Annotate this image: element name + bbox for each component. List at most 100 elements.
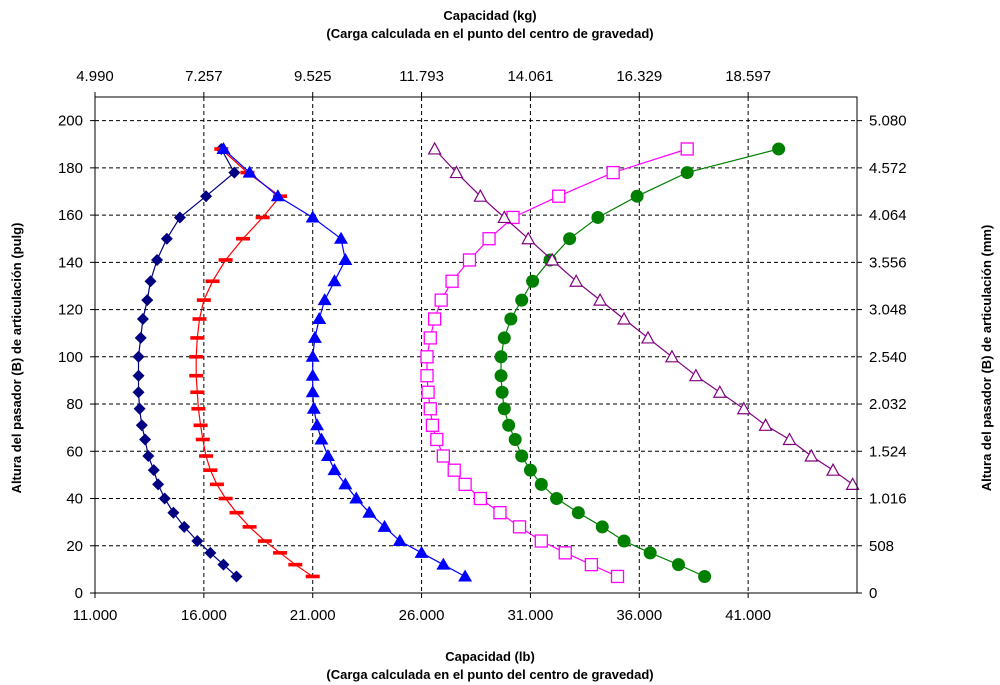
bottom-tick-label: 31.000 <box>507 607 553 624</box>
bottom-tick-label: 21.000 <box>290 607 336 624</box>
square-point <box>680 142 694 156</box>
circle-point <box>508 432 522 446</box>
bottom-tick-label: 11.000 <box>73 607 118 624</box>
triangle-point <box>338 477 353 490</box>
circle-point <box>526 274 540 288</box>
triangle-point <box>338 252 353 265</box>
dash-point <box>218 496 233 501</box>
square-point <box>425 418 440 432</box>
top-tick-label: 9.525 <box>294 68 332 85</box>
circle-point <box>698 569 712 583</box>
left-tick-label: 100 <box>58 349 83 366</box>
left-axis-title: Altura del pasador (B) de articulación (… <box>9 223 24 494</box>
series-line <box>500 148 779 578</box>
series-triangle-open <box>427 141 860 490</box>
triangle-point <box>327 274 342 287</box>
diamond-point <box>191 535 204 548</box>
triangle-point <box>306 401 321 414</box>
top-tick-label: 16.329 <box>616 68 662 85</box>
bottom-tick-label: 36.000 <box>616 607 662 624</box>
open-triangle-point <box>427 141 442 155</box>
square-point <box>423 402 437 416</box>
gridlines <box>95 97 857 593</box>
circle-point <box>502 418 516 432</box>
triangle-point <box>307 330 322 343</box>
series-triangle <box>216 141 473 582</box>
circle-point <box>571 506 585 520</box>
dash-point <box>209 482 224 487</box>
open-triangle-point <box>545 252 560 266</box>
right-tick-label: 1.524 <box>869 443 907 460</box>
circle-point <box>630 189 644 203</box>
right-tick-label: 5.080 <box>869 113 907 130</box>
diamond-point <box>135 419 148 432</box>
square-point <box>473 491 488 506</box>
bottom-tick-label: 41.000 <box>725 607 771 624</box>
triangle-point <box>349 491 364 504</box>
diamond-point <box>133 402 146 415</box>
triangle-point <box>242 165 257 178</box>
triangle-point <box>305 368 320 381</box>
triangle-point <box>414 545 429 558</box>
diamond-point <box>167 506 180 519</box>
diamond-point <box>142 450 155 463</box>
open-triangle-point <box>712 384 727 398</box>
open-triangle-point <box>758 418 773 431</box>
circle-point <box>523 463 537 477</box>
diamond-point <box>134 331 147 344</box>
dash-point <box>203 468 218 472</box>
square-point <box>445 274 459 288</box>
square-point <box>462 253 477 267</box>
circle-point <box>643 546 657 560</box>
dash-point <box>190 390 205 395</box>
open-triangle-point <box>664 349 679 363</box>
circle-point <box>515 449 529 463</box>
square-point <box>482 232 496 246</box>
open-triangle-point <box>593 292 608 306</box>
circle-point <box>563 232 577 246</box>
series-line <box>195 148 314 577</box>
square-point <box>493 506 507 520</box>
square-point <box>436 449 450 463</box>
plot-frame <box>94 96 858 594</box>
left-tick-label: 0 <box>75 585 83 602</box>
axis-ticks: 11.000 16.000 21.000 26.000 31.000 36.000 41.0… <box>58 68 907 624</box>
circle-point <box>534 477 548 491</box>
square-point <box>421 385 435 399</box>
dash-point <box>189 373 204 378</box>
square-point <box>552 189 566 203</box>
bottom-tick-label: 16.000 <box>181 607 227 624</box>
right-tick-label: 4.064 <box>869 207 907 224</box>
left-tick-label: 60 <box>66 443 83 460</box>
diamond-point <box>230 570 243 583</box>
top-tick-label: 4.990 <box>76 68 114 85</box>
diamond-point <box>147 464 160 477</box>
dash-point <box>199 454 214 458</box>
series-line <box>426 148 688 578</box>
triangle-point <box>362 505 377 518</box>
left-tick-label: 200 <box>58 113 83 130</box>
triangle-point <box>320 449 335 462</box>
right-tick-label: 1.016 <box>869 491 907 508</box>
left-tick-label: 80 <box>66 396 83 413</box>
diamond-point <box>178 520 191 533</box>
top-tick-label: 11.793 <box>399 68 444 85</box>
open-triangle-point <box>569 273 584 287</box>
diamond-point <box>141 294 154 307</box>
left-tick-label: 120 <box>58 302 83 319</box>
series-line <box>137 148 237 577</box>
left-tick-label: 20 <box>66 538 83 555</box>
diamond-point <box>217 558 230 571</box>
circle-point <box>680 166 694 180</box>
diamond-point <box>132 386 145 399</box>
right-tick-label: 2.032 <box>869 396 907 413</box>
open-triangle-point <box>449 165 464 179</box>
triangle-point <box>305 349 320 362</box>
dash-point <box>229 510 244 515</box>
open-triangle-point <box>804 448 819 462</box>
dash-point <box>192 317 207 321</box>
circle-point <box>515 293 529 307</box>
bottom-axis-title-line2: (Carga calculada en el punto del centro … <box>326 667 653 682</box>
dash-point <box>191 406 206 411</box>
